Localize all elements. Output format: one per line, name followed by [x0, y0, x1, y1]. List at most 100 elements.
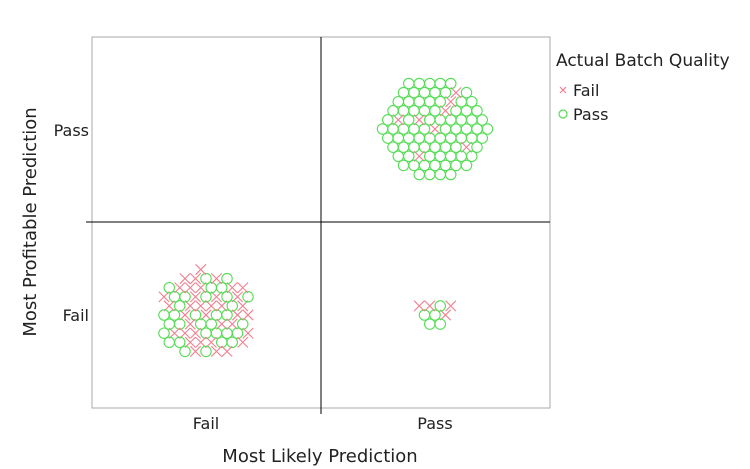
pass-point	[158, 309, 170, 321]
pass-point	[434, 300, 446, 312]
fail-point	[210, 345, 223, 357]
fail-point	[210, 291, 223, 303]
pass-point	[158, 327, 170, 339]
scatter-marks	[158, 77, 494, 358]
pass-point	[376, 123, 389, 135]
pass-point	[434, 318, 446, 330]
pass-point	[413, 168, 425, 181]
pass-point	[205, 318, 218, 330]
fail-point	[195, 336, 207, 348]
pass-point	[200, 272, 212, 285]
fail-point	[168, 327, 181, 339]
fail-point	[392, 114, 404, 126]
fail-point	[205, 300, 217, 312]
pass-point	[168, 291, 181, 303]
y-tick-fail: Fail	[63, 306, 89, 325]
pass-point	[163, 281, 176, 294]
fail-point	[195, 282, 207, 294]
legend-title: Actual Batch Quality	[556, 51, 730, 71]
pass-point	[476, 132, 488, 144]
pass-point	[434, 168, 446, 181]
y-tick-pass: Pass	[54, 121, 89, 140]
pass-point	[174, 300, 186, 312]
pass-point	[189, 309, 202, 321]
fail-point	[189, 291, 202, 303]
fail-point	[189, 345, 202, 357]
fail-point	[195, 263, 207, 276]
pass-point	[221, 291, 233, 303]
legend-fail-marker	[559, 86, 567, 94]
fail-point	[184, 336, 196, 348]
legend-pass-label: Pass	[573, 105, 608, 124]
pass-point	[200, 345, 212, 358]
legend: Actual Batch Quality Fail Pass	[556, 51, 730, 124]
pass-point	[481, 123, 494, 135]
pass-point	[450, 141, 462, 153]
fail-point	[242, 327, 254, 339]
pass-point	[418, 309, 431, 321]
fail-point	[231, 291, 244, 303]
fail-point	[242, 309, 254, 321]
pass-point	[413, 77, 425, 90]
pass-point	[200, 291, 212, 303]
fail-point	[445, 96, 457, 108]
fail-point	[237, 336, 249, 348]
pass-point	[471, 105, 483, 117]
fail-point	[226, 318, 238, 330]
fail-point	[200, 309, 212, 321]
pass-point	[434, 95, 446, 108]
fail-point	[158, 291, 170, 303]
pass-point	[381, 132, 394, 144]
pass-point	[423, 168, 436, 181]
pass-point	[423, 77, 436, 90]
fail-point	[184, 282, 196, 294]
pass-point	[397, 86, 410, 99]
fail-point	[189, 327, 202, 339]
pass-point	[226, 300, 239, 312]
legend-pass-marker	[558, 109, 568, 119]
fail-point	[231, 309, 244, 321]
pass-point	[387, 141, 399, 153]
fail-point	[216, 318, 228, 330]
fail-point	[460, 141, 473, 153]
pass-point	[231, 327, 244, 339]
fail-point	[179, 327, 191, 339]
pass-point	[381, 114, 394, 126]
pass-point	[460, 159, 473, 172]
fail-point	[210, 273, 223, 285]
pass-point	[402, 77, 415, 90]
pass-point	[226, 336, 239, 349]
fail-point	[174, 282, 186, 294]
fail-point	[450, 87, 462, 99]
pass-point	[179, 345, 191, 358]
pass-point	[216, 336, 228, 349]
pass-point	[444, 77, 457, 90]
pass-point	[471, 141, 483, 153]
pass-point	[200, 327, 212, 339]
pass-point	[465, 95, 478, 108]
legend-fail-label: Fail	[573, 81, 599, 100]
fail-point	[179, 273, 191, 285]
fail-point	[205, 336, 217, 348]
fail-point	[237, 282, 249, 294]
fail-point	[237, 300, 249, 312]
x-tick-fail: Fail	[193, 414, 219, 433]
pass-point	[444, 168, 457, 181]
pass-point	[434, 77, 446, 90]
fail-point	[413, 150, 425, 162]
fail-point	[439, 105, 452, 117]
y-axis-title: Most Profitable Prediction	[20, 107, 41, 336]
fail-point	[184, 318, 196, 330]
pass-point	[387, 105, 399, 117]
fail-point	[184, 300, 196, 312]
fail-point	[424, 300, 436, 312]
pass-point	[392, 95, 404, 108]
pass-point	[216, 281, 228, 294]
fail-point	[216, 300, 228, 312]
pass-point	[179, 291, 191, 303]
pass-point	[221, 309, 233, 321]
pass-point	[163, 318, 176, 330]
pass-point	[460, 86, 473, 99]
x-tick-pass: Pass	[417, 414, 452, 433]
